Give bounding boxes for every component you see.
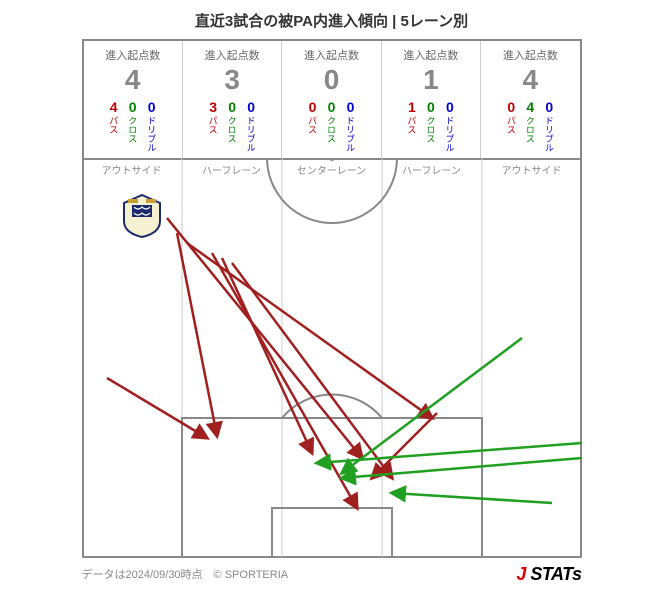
stat-breakdown: 1パス 0クロス 0ドリブル xyxy=(386,100,476,152)
stat-total: 1 xyxy=(386,65,476,96)
stat-breakdown: 3パス 0クロス 0ドリブル xyxy=(187,100,277,152)
stat-label: 進入起点数 xyxy=(286,47,376,63)
stat-breakdown: 0パス 0クロス 0ドリブル xyxy=(286,100,376,152)
lane-stat-0: 進入起点数 4 4パス 0クロス 0ドリブル xyxy=(84,41,183,158)
footer: データは2024/09/30時点 © SPORTERIA J STATs xyxy=(82,564,582,585)
lane-stat-2: 進入起点数 0 0パス 0クロス 0ドリブル xyxy=(282,41,381,158)
lane-stats-row: 進入起点数 4 4パス 0クロス 0ドリブル 進入起点数 3 3パス 0クロス … xyxy=(82,39,582,158)
stats-logo: J STATs xyxy=(516,564,581,585)
lane-stat-1: 進入起点数 3 3パス 0クロス 0ドリブル xyxy=(183,41,282,158)
stat-total: 4 xyxy=(88,65,178,96)
chart-title: 直近3試合の被PA内進入傾向 | 5レーン別 xyxy=(30,10,633,31)
lane-stat-3: 進入起点数 1 1パス 0クロス 0ドリブル xyxy=(382,41,481,158)
chart-container: 直近3試合の被PA内進入傾向 | 5レーン別 進入起点数 4 4パス 0クロス … xyxy=(0,0,663,611)
stat-label: 進入起点数 xyxy=(187,47,277,63)
pitch-diagram xyxy=(82,158,582,558)
team-badge-icon xyxy=(124,195,160,237)
stat-total: 3 xyxy=(187,65,277,96)
pitch-wrapper: アウトサイドハーフレーンセンターレーンハーフレーンアウトサイド xyxy=(82,158,582,558)
stat-label: 進入起点数 xyxy=(386,47,476,63)
stat-total: 4 xyxy=(485,65,575,96)
stat-label: 進入起点数 xyxy=(485,47,575,63)
stat-breakdown: 0パス 4クロス 0ドリブル xyxy=(485,100,575,152)
stat-total: 0 xyxy=(286,65,376,96)
stat-breakdown: 4パス 0クロス 0ドリブル xyxy=(88,100,178,152)
lane-stat-4: 進入起点数 4 0パス 4クロス 0ドリブル xyxy=(481,41,579,158)
data-note: データは2024/09/30時点 © SPORTERIA xyxy=(82,566,289,582)
stat-label: 進入起点数 xyxy=(88,47,178,63)
